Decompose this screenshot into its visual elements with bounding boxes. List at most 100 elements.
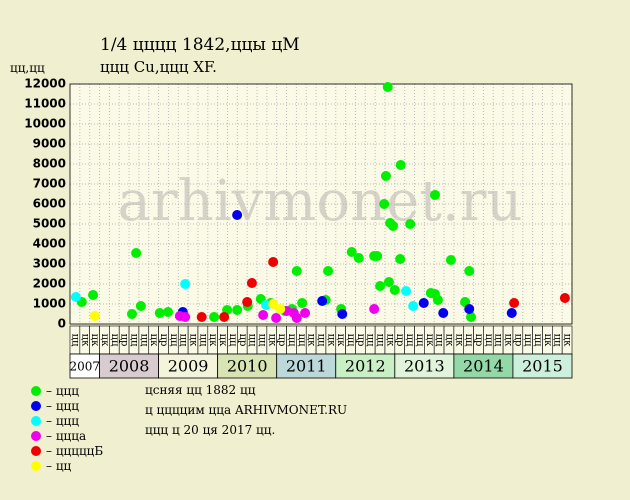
year-label: 2010 [227,357,268,376]
point [232,305,243,315]
column-label: цр [512,334,523,347]
note: цcняя цц 1882 цц [145,383,256,397]
y-tick-label: 10000 [24,117,66,131]
year-label: 2014 [463,357,504,376]
y-tick-label: 8000 [33,157,66,171]
y-tick-label: 4000 [33,237,66,251]
point [88,290,99,300]
column-label: цр [237,334,248,347]
column-label: цц [345,334,356,347]
point [372,251,383,261]
year-label: 2007 [69,360,100,374]
column-label: цк [266,334,277,347]
year-band [217,353,278,379]
column-label: цк [188,334,199,347]
point [353,253,364,263]
point [131,248,142,258]
column-label: цц [296,334,307,347]
year-band [276,353,337,379]
watermark: arhivmonet.ru [118,169,523,234]
column-label: цц [247,334,258,347]
y-tick-label: 11000 [24,97,66,111]
year-label: 2015 [522,357,563,376]
point [154,308,165,318]
point [445,255,456,265]
point [382,82,393,92]
point [180,279,191,289]
legend-marker [31,416,41,426]
point [246,278,257,288]
legend-label: – ццц [46,399,79,413]
point [258,310,269,320]
point [275,304,286,314]
point [401,286,412,296]
column-label: цц [227,334,238,347]
year-band [99,353,159,379]
column-label: цк [443,334,454,347]
column-label: цц [69,334,80,347]
plot-frame [69,83,573,325]
column-label: цц [168,334,179,347]
y-tick-label: 7000 [33,177,66,191]
column-label: цц [316,334,327,347]
plot-area [70,84,572,324]
point [232,210,243,220]
year-band [453,353,514,379]
point [317,296,328,306]
column-label: цц [109,334,120,347]
legend-marker [31,431,41,441]
column-label: цк [207,334,218,347]
column-label: цц [365,334,376,347]
chart-title: 1/4 цццц 1842,ццы цМ [100,35,300,55]
legend-marker [31,446,41,456]
point [291,313,302,323]
column-label: цк [384,334,395,347]
column-label: цц [552,334,563,347]
point [375,281,386,291]
point [429,190,440,200]
point [388,221,399,231]
point [408,301,419,311]
year-band [69,353,100,379]
point [383,277,394,287]
note: ц ццццим ццa ARHIVMONET.RU [145,403,347,417]
column-label: цц [286,334,297,347]
point [464,304,475,314]
y-tick-label: 3000 [33,257,66,271]
point [163,307,174,317]
column-label: цр [119,334,130,347]
point [337,309,348,319]
y-tick-label: 1000 [33,297,66,311]
point [432,295,443,305]
point [268,257,279,267]
column-label: цц [197,334,208,347]
year-label: 2008 [109,357,150,376]
column-label: цр [473,334,484,347]
year-label: 2012 [345,357,386,376]
column-label: цк [148,334,159,347]
legend-marker [31,401,41,411]
column-label: цц [128,334,139,347]
column-label: цк [217,334,228,347]
column-label: цк [542,334,553,347]
y-tick-label: 6000 [33,197,66,211]
year-label: 2011 [286,357,327,376]
point [395,254,406,264]
point [196,312,207,322]
column-label: цц [522,334,533,347]
legend-marker [31,386,41,396]
column-label: цк [306,334,317,347]
note: ццц ц 20 ця 2017 цц. [145,423,275,437]
point [464,266,475,276]
column-label: цк [335,334,346,347]
chart-subtitle: ццц Cu,ццц XF. [100,58,217,76]
point [379,199,390,209]
column-label: цк [503,334,514,347]
point [418,298,429,308]
point [389,285,400,295]
point [268,299,279,309]
year-band [158,353,219,379]
point [180,312,191,322]
y-tick-label: 0 [58,317,66,331]
